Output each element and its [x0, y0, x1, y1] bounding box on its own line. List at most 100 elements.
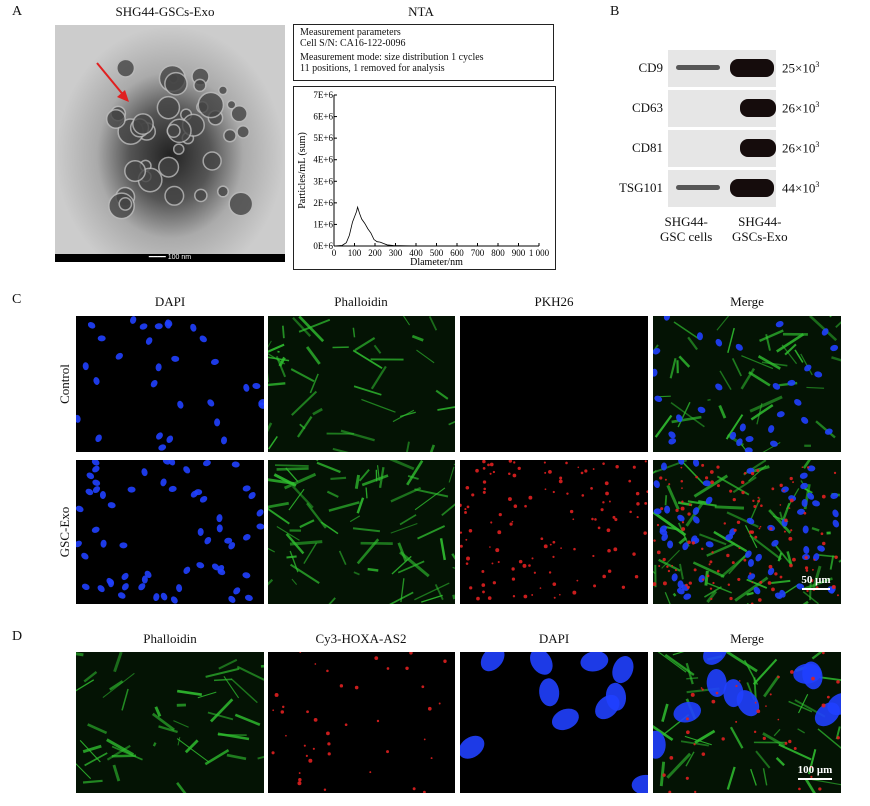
vesicle: [230, 105, 248, 123]
y-tick-label: 2E+6: [313, 198, 333, 208]
lane-label-line: GSCs-Exo: [732, 229, 788, 244]
micrograph-control-dapi: [76, 316, 264, 452]
arrow-icon: [96, 62, 126, 98]
x-tick-label: 500: [430, 248, 444, 258]
micrograph-d-0: [76, 652, 264, 793]
scale-bar: ━━━━ 100 nm: [55, 254, 285, 262]
vesicle: [217, 85, 229, 96]
param-line: Measurement parameters: [300, 27, 401, 38]
col-title: Phalloidin: [143, 631, 197, 646]
scale-bar-label: 100 μm: [797, 764, 833, 776]
band: [730, 179, 774, 197]
vesicle: [202, 151, 222, 171]
band: [740, 139, 776, 157]
molecular-weight: 44×103: [782, 180, 820, 196]
col-title: PKH26: [534, 294, 574, 309]
vesicle: [197, 91, 225, 119]
blot-strip: [668, 90, 776, 127]
vesicle: [105, 108, 126, 129]
micrograph-gsc-exo-merge: [653, 460, 841, 604]
panel-label-c: C: [12, 292, 22, 307]
micrograph-gsc-exo-pkh26: [460, 460, 648, 604]
vesicle: [228, 191, 254, 217]
x-tick-label: 900: [512, 248, 526, 258]
band: [676, 65, 720, 70]
vesicle: [164, 71, 188, 96]
col-title: Merge: [730, 631, 764, 646]
vesicle: [216, 185, 230, 198]
x-tick-label: 800: [491, 248, 505, 258]
scale-bar-c: 50 μm: [796, 574, 836, 590]
micrograph-gsc-exo-dapi: [76, 460, 264, 604]
x-tick-label: 100: [348, 248, 362, 258]
vesicle: [172, 143, 185, 155]
lane-label-cells: SHG44- GSC cells: [660, 214, 712, 244]
x-tick-label: 300: [389, 248, 403, 258]
lane-label-line: GSC cells: [660, 229, 713, 244]
panel-label-b: B: [610, 4, 620, 19]
vesicle: [116, 58, 136, 78]
blot-strip: [668, 50, 776, 87]
panel-a-title: SHG44-GSCs-Exo: [115, 4, 215, 19]
vesicle: [156, 95, 181, 120]
vesicle: [124, 160, 147, 183]
micrograph-d-3: [653, 652, 841, 793]
band: [730, 59, 774, 77]
arrow-head-icon: [117, 90, 129, 102]
y-tick-label: 3E+6: [313, 176, 333, 186]
scale-bar-d: 100 μm: [792, 764, 838, 780]
vesicle: [193, 78, 207, 93]
size-distribution-line: [333, 205, 539, 247]
y-axis-label: Particles/mL (sum): [297, 132, 308, 209]
micrograph-control-phalloidin: [268, 316, 455, 452]
lane-label-line: SHG44-: [738, 214, 782, 229]
molecular-weight: 25×103: [782, 60, 820, 76]
col-title: DAPI: [538, 631, 570, 646]
param-line: 11 positions, 1 removed for analysis: [300, 63, 445, 74]
x-tick-label: 600: [450, 248, 464, 258]
vesicle: [158, 156, 180, 178]
vesicle: [223, 128, 237, 143]
vesicle: [236, 125, 250, 139]
col-title: Phalloidin: [334, 294, 388, 309]
y-tick-label: 1E+6: [313, 219, 333, 229]
vesicle: [164, 185, 185, 206]
band: [740, 99, 776, 117]
blot-label: CD63: [631, 100, 663, 115]
blot-strip: [668, 130, 776, 167]
nta-title: NTA: [408, 4, 434, 19]
band: [676, 185, 720, 190]
scale-bar-label: 50 μm: [801, 574, 831, 586]
y-tick-label: 5E+6: [313, 133, 333, 143]
x-tick-label: 1 000: [529, 248, 550, 258]
x-axis-label: Dlameter/nm: [410, 257, 463, 268]
micrograph-d-1: [268, 652, 455, 793]
scale-bar-label: 100 nm: [167, 254, 192, 261]
tem-image: ━━━━ 100 nm: [55, 25, 285, 262]
micrograph-d-2: [460, 652, 648, 793]
y-tick-label: 0E+6: [313, 241, 333, 251]
x-tick-label: 400: [409, 248, 423, 258]
col-title: Cy3-HOXA-AS2: [315, 631, 407, 646]
x-tick-label: 200: [368, 248, 382, 258]
y-tick-label: 4E+6: [313, 155, 333, 165]
blot-label: TSG101: [618, 180, 663, 195]
lane-label-line: SHG44-: [664, 214, 708, 229]
x-tick-label: 700: [471, 248, 485, 258]
molecular-weight: 26×103: [782, 140, 820, 156]
vesicle: [118, 197, 133, 211]
col-title: DAPI: [154, 294, 186, 309]
measurement-parameters-box: Measurement parameters Cell S/N: CA16-12…: [293, 24, 554, 81]
blot-label: CD81: [631, 140, 663, 155]
micrograph-control-pkh26: [460, 316, 648, 452]
vesicle: [132, 113, 154, 135]
vesicle: [166, 123, 181, 139]
param-line: Cell S/N: CA16-122-0096: [300, 38, 406, 49]
micrograph-gsc-exo-phalloidin: [268, 460, 455, 604]
param-line: Measurement mode: size distribution 1 cy…: [300, 52, 484, 63]
row-label-control: Control: [57, 364, 72, 404]
molecular-weight: 26×103: [782, 100, 820, 116]
row-label-gsc-exo: GSC-Exo: [57, 506, 72, 558]
col-title: Merge: [730, 294, 764, 309]
panel-label-a: A: [12, 4, 23, 19]
